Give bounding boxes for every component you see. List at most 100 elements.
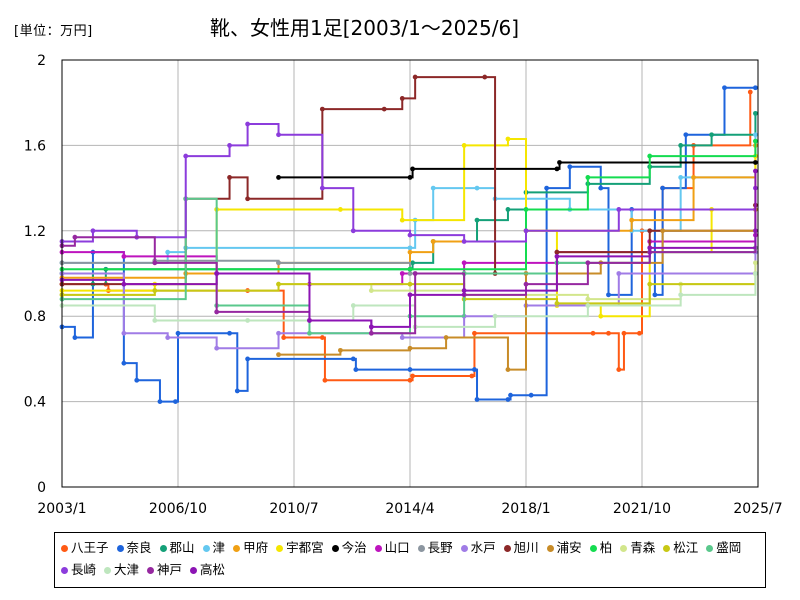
plot-area-frame bbox=[61, 59, 759, 488]
data-point bbox=[523, 281, 529, 287]
data-point bbox=[554, 249, 560, 255]
legend-label: 浦安 bbox=[556, 540, 582, 555]
data-point bbox=[407, 271, 413, 276]
data-point bbox=[461, 260, 467, 266]
data-point bbox=[407, 249, 413, 255]
data-point bbox=[245, 356, 251, 362]
data-point bbox=[616, 207, 622, 212]
series-14 bbox=[59, 271, 758, 306]
data-point bbox=[121, 281, 127, 287]
data-point bbox=[508, 392, 513, 398]
data-point bbox=[554, 300, 560, 306]
data-point bbox=[338, 347, 343, 353]
y-tick-label: 2 bbox=[37, 53, 46, 69]
series-9 bbox=[59, 249, 758, 351]
data-point bbox=[647, 245, 653, 251]
data-point bbox=[469, 373, 475, 379]
data-point bbox=[753, 132, 758, 138]
data-point bbox=[505, 397, 511, 402]
data-point bbox=[505, 367, 511, 372]
data-point bbox=[353, 367, 359, 372]
data-point bbox=[585, 175, 591, 180]
series-line bbox=[62, 113, 757, 286]
data-point bbox=[157, 399, 163, 404]
data-point bbox=[276, 330, 281, 336]
legend-label: 郡山 bbox=[169, 540, 195, 555]
data-point bbox=[482, 74, 488, 80]
data-point bbox=[368, 330, 374, 336]
data-point bbox=[474, 397, 480, 402]
data-point bbox=[121, 330, 127, 336]
data-point bbox=[410, 166, 415, 172]
legend-label: 柏 bbox=[599, 540, 613, 555]
series-16 bbox=[59, 121, 758, 244]
data-point bbox=[227, 175, 232, 180]
data-point bbox=[90, 228, 96, 234]
series-0 bbox=[59, 89, 753, 383]
x-tick-label: 2014/4 bbox=[385, 501, 434, 517]
data-point bbox=[245, 121, 251, 127]
legend-item: 旭川 bbox=[503, 537, 539, 559]
series-layer bbox=[59, 74, 758, 404]
data-point bbox=[227, 143, 232, 148]
data-point bbox=[175, 330, 181, 336]
data-point bbox=[399, 217, 405, 223]
data-point bbox=[606, 330, 611, 336]
legend-marker bbox=[159, 545, 167, 552]
series-3 bbox=[59, 132, 758, 266]
data-point bbox=[134, 377, 140, 383]
legend-marker bbox=[202, 545, 210, 552]
data-point bbox=[281, 335, 287, 340]
series-17 bbox=[59, 271, 758, 330]
data-point bbox=[472, 330, 477, 336]
series-11 bbox=[276, 207, 758, 372]
data-point bbox=[557, 160, 562, 165]
y-tick-label: 1.2 bbox=[24, 224, 46, 240]
legend-label: 盛岡 bbox=[716, 540, 742, 555]
series-line bbox=[278, 161, 756, 179]
legend-label: 高松 bbox=[200, 562, 226, 577]
data-point bbox=[350, 356, 356, 362]
data-point bbox=[245, 318, 251, 323]
legend-label: 松江 bbox=[673, 540, 699, 555]
data-point bbox=[753, 168, 758, 174]
legend-marker bbox=[460, 545, 468, 552]
legend-marker bbox=[589, 545, 597, 552]
data-point bbox=[227, 330, 232, 336]
data-point bbox=[407, 175, 413, 180]
data-point bbox=[214, 309, 220, 315]
legend-item: 浦安 bbox=[546, 537, 582, 559]
data-point bbox=[276, 281, 281, 287]
data-point bbox=[430, 239, 436, 244]
data-point bbox=[474, 185, 480, 191]
legend-marker bbox=[546, 545, 554, 552]
series-line bbox=[62, 141, 757, 271]
series-line bbox=[62, 230, 757, 335]
legend-marker bbox=[104, 567, 112, 574]
data-point bbox=[753, 85, 758, 91]
data-point bbox=[412, 74, 418, 80]
series-19 bbox=[59, 168, 758, 330]
data-point bbox=[660, 185, 666, 191]
x-tick-label: 2010/7 bbox=[269, 501, 318, 517]
data-point bbox=[492, 313, 498, 319]
legend-label: 大津 bbox=[114, 562, 140, 577]
legend-label: 長野 bbox=[427, 540, 453, 555]
data-point bbox=[567, 164, 573, 170]
data-point bbox=[616, 271, 622, 276]
data-point bbox=[678, 175, 684, 180]
series-line bbox=[62, 86, 756, 403]
data-point bbox=[407, 281, 413, 287]
data-point bbox=[319, 106, 325, 112]
data-point bbox=[307, 318, 312, 323]
data-point bbox=[647, 281, 653, 287]
legend-item: 長野 bbox=[417, 537, 453, 559]
data-point bbox=[652, 292, 658, 298]
series-line bbox=[62, 171, 757, 328]
legend-label: 今治 bbox=[341, 540, 367, 555]
data-point bbox=[152, 260, 158, 266]
data-point bbox=[606, 292, 611, 298]
data-point bbox=[461, 288, 467, 293]
data-point bbox=[616, 367, 622, 372]
data-point bbox=[474, 217, 480, 223]
